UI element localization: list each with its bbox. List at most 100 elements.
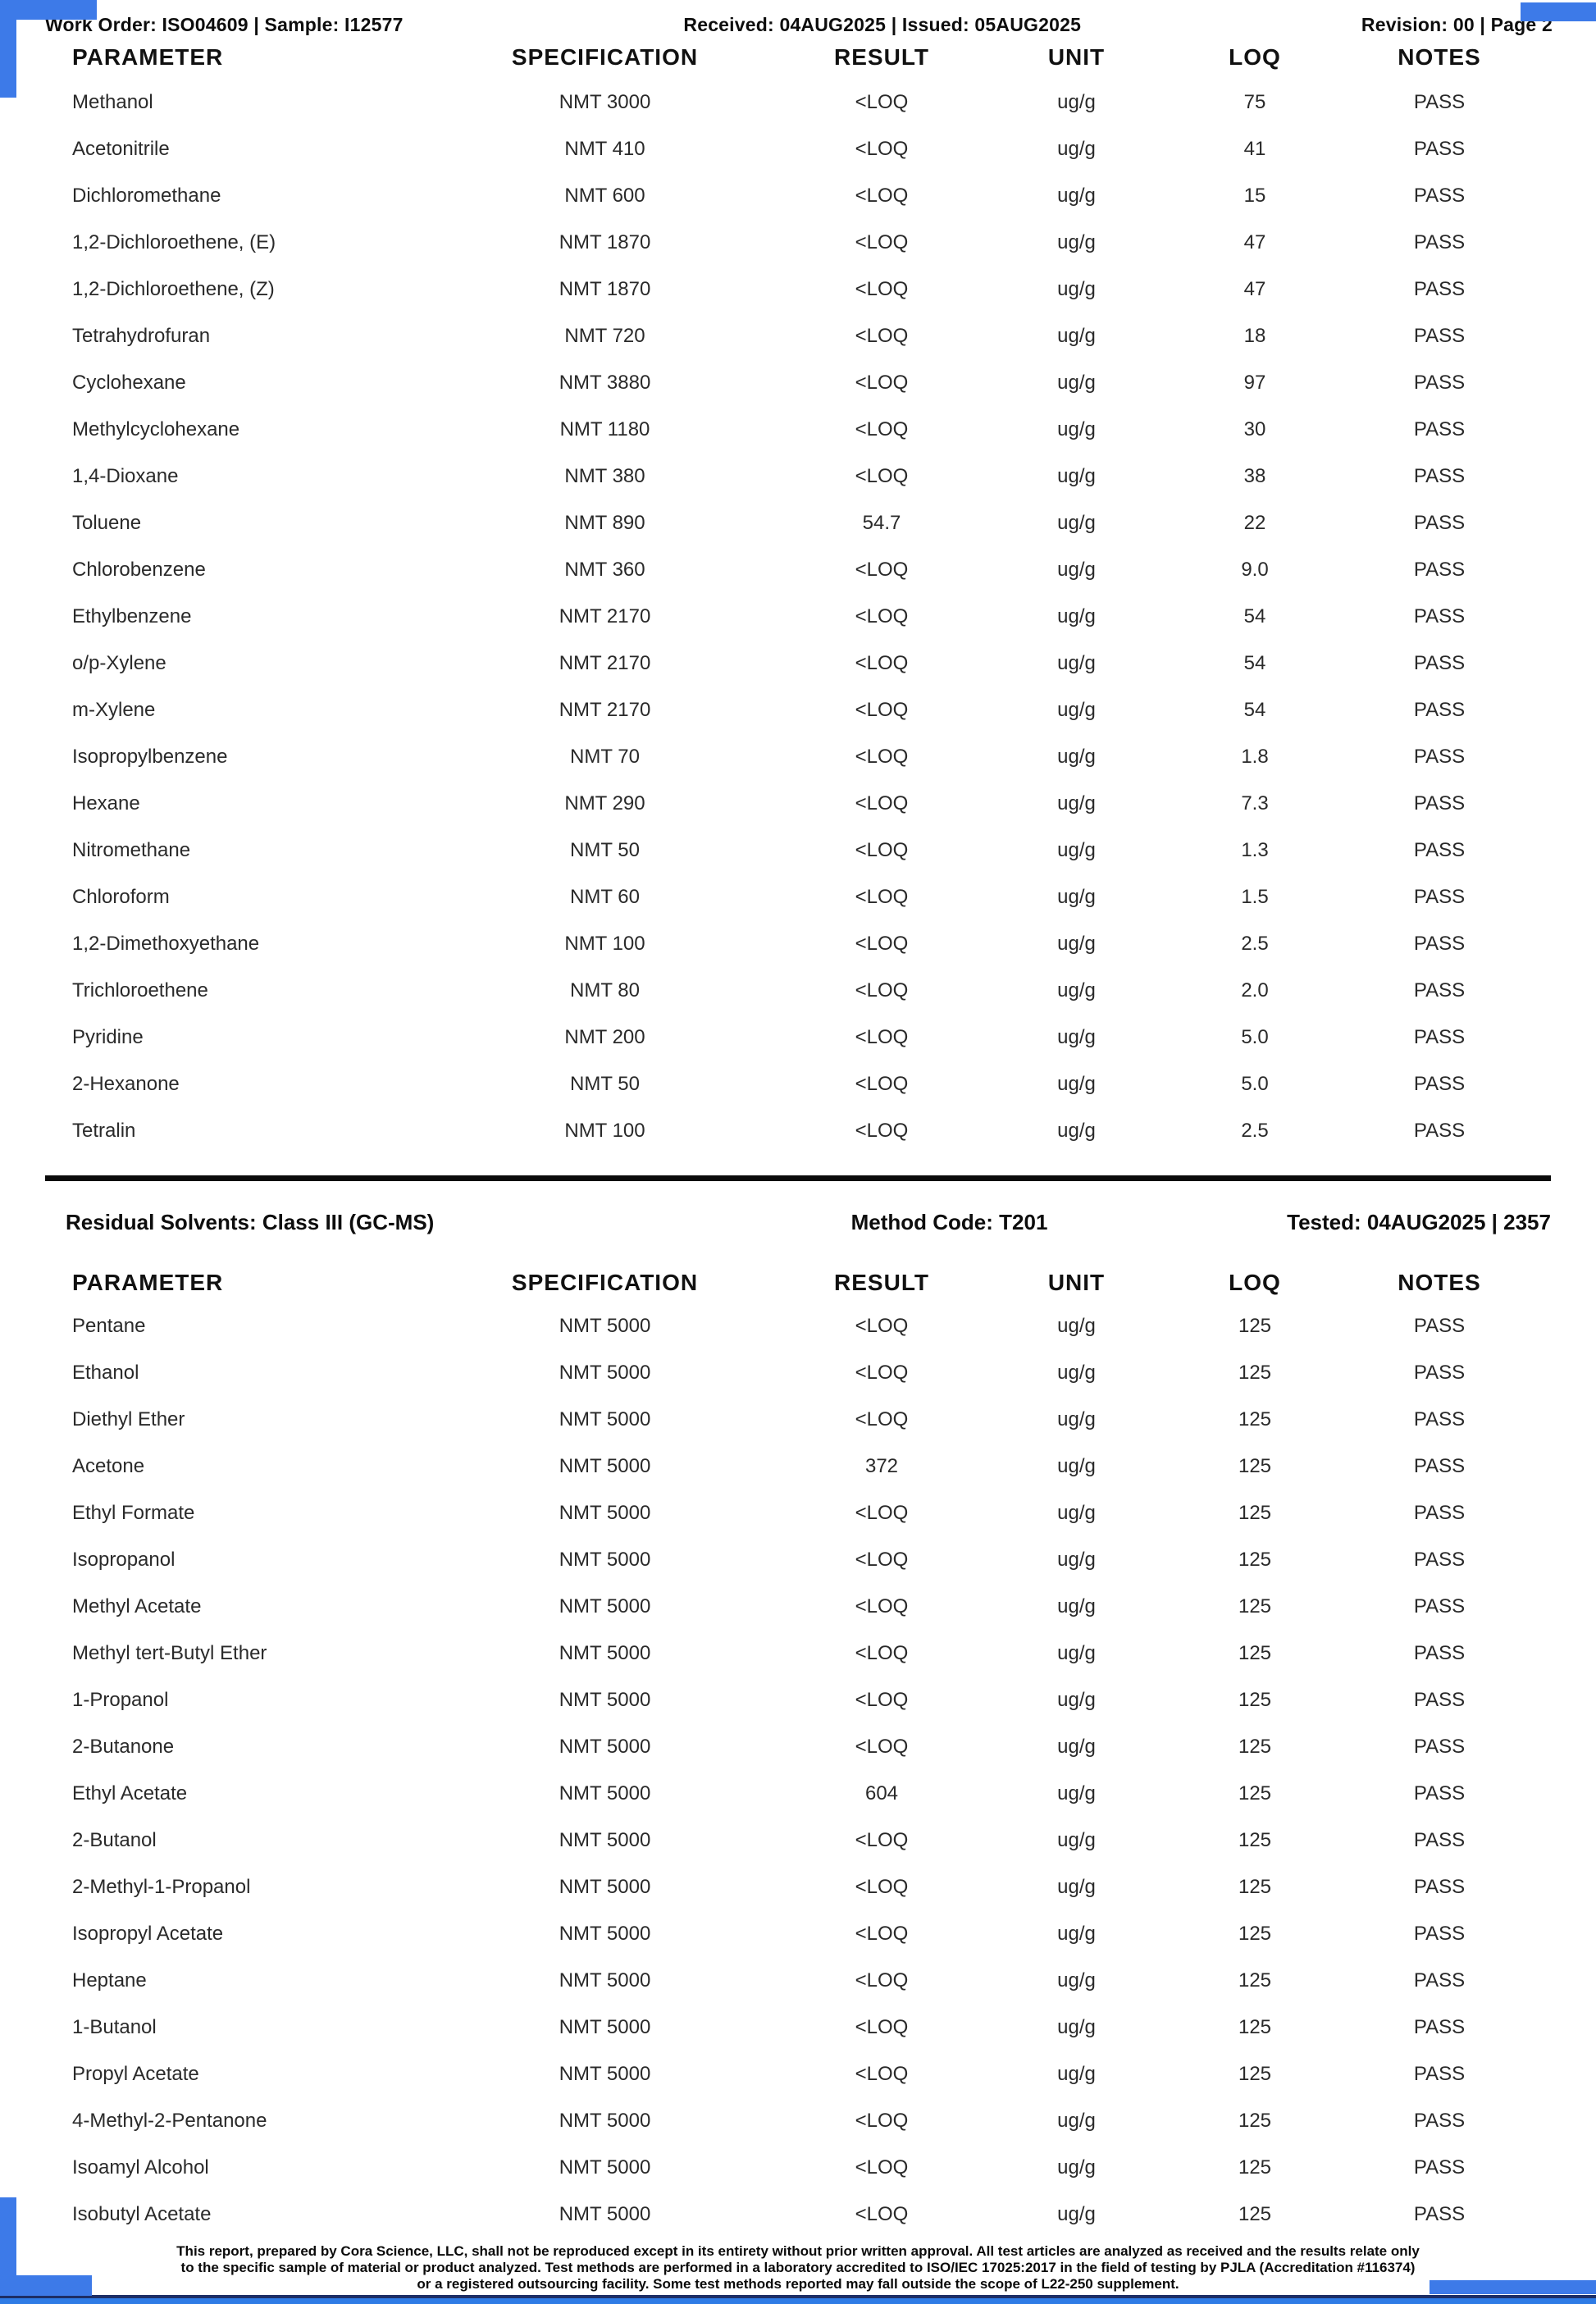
specification-cell: NMT 1870 — [559, 277, 651, 300]
result-cell: <LOQ — [855, 2202, 909, 2225]
specification-cell: NMT 5000 — [559, 1641, 651, 1664]
specification-cell: NMT 5000 — [559, 2109, 651, 2132]
table-row: 2-Hexanone NMT 50 <LOQ ug/g 5.0 PASS — [0, 1061, 1596, 1107]
parameter-cell: Pyridine — [72, 1025, 144, 1048]
table-row: m-Xylene NMT 2170 <LOQ ug/g 54 PASS — [0, 687, 1596, 733]
notes-cell: PASS — [1413, 1782, 1466, 1804]
loq-cell: 125 — [1238, 1314, 1272, 1337]
specification-cell: NMT 5000 — [559, 1688, 651, 1711]
parameter-cell: Ethyl Acetate — [72, 1782, 188, 1804]
result-cell: <LOQ — [855, 885, 909, 908]
loq-cell: 38 — [1243, 464, 1266, 487]
notes-cell: PASS — [1413, 605, 1466, 627]
notes-cell: PASS — [1413, 1875, 1466, 1898]
parameter-cell: Tetrahydrofuran — [72, 324, 211, 347]
table-row: Tetrahydrofuran NMT 720 <LOQ ug/g 18 PAS… — [0, 313, 1596, 359]
parameter-cell: Nitromethane — [72, 838, 191, 861]
footer-line: This report, prepared by Cora Science, L… — [176, 2243, 1420, 2259]
result-cell: <LOQ — [855, 558, 909, 581]
specification-cell: NMT 5000 — [559, 1314, 651, 1337]
table-row: Diethyl Ether NMT 5000 <LOQ ug/g 125 PAS… — [0, 1396, 1596, 1443]
notes-cell: PASS — [1413, 932, 1466, 955]
loq-cell: 125 — [1238, 1641, 1272, 1664]
result-cell: 604 — [864, 1782, 899, 1804]
parameter-cell: Trichloroethene — [72, 979, 208, 1001]
result-cell: <LOQ — [855, 1119, 909, 1142]
section-divider-rule — [45, 1175, 1551, 1181]
revision-page-number: Revision: 00 | Page 2 — [1361, 14, 1553, 35]
parameter-cell: 1,4-Dioxane — [72, 464, 179, 487]
column-header-unit: UNIT — [1047, 44, 1106, 70]
parameter-cell: 2-Hexanone — [72, 1072, 180, 1095]
specification-cell: NMT 720 — [564, 324, 645, 347]
unit-cell: ug/g — [1057, 698, 1096, 721]
specification-cell: NMT 5000 — [559, 1361, 651, 1384]
unit-cell: ug/g — [1057, 1548, 1096, 1571]
notes-cell: PASS — [1413, 558, 1466, 581]
loq-cell: 125 — [1238, 1875, 1272, 1898]
notes-cell: PASS — [1413, 511, 1466, 534]
loq-cell: 125 — [1238, 1595, 1272, 1617]
notes-cell: PASS — [1413, 417, 1466, 440]
table-row: Hexane NMT 290 <LOQ ug/g 7.3 PASS — [0, 780, 1596, 827]
result-cell: <LOQ — [855, 1735, 909, 1758]
result-cell: <LOQ — [855, 417, 909, 440]
table-row: Methyl tert-Butyl Ether NMT 5000 <LOQ ug… — [0, 1630, 1596, 1677]
specification-cell: NMT 5000 — [559, 1782, 651, 1804]
parameter-cell: 2-Methyl-1-Propanol — [72, 1875, 251, 1898]
result-cell: 372 — [864, 1454, 899, 1477]
result-cell: <LOQ — [855, 605, 909, 627]
table-row: Chlorobenzene NMT 360 <LOQ ug/g 9.0 PASS — [0, 546, 1596, 593]
parameter-cell: m-Xylene — [72, 698, 156, 721]
parameter-cell: Methyl tert-Butyl Ether — [72, 1641, 267, 1664]
notes-cell: PASS — [1413, 184, 1466, 207]
table-row: Acetonitrile NMT 410 <LOQ ug/g 41 PASS — [0, 125, 1596, 172]
table-row: 2-Butanol NMT 5000 <LOQ ug/g 125 PASS — [0, 1817, 1596, 1864]
unit-cell: ug/g — [1057, 511, 1096, 534]
unit-cell: ug/g — [1057, 1641, 1096, 1664]
table-row: Isopropylbenzene NMT 70 <LOQ ug/g 1.8 PA… — [0, 733, 1596, 780]
unit-cell: ug/g — [1057, 2109, 1096, 2132]
parameter-cell: Heptane — [72, 1969, 147, 1991]
loq-cell: 18 — [1243, 324, 1266, 347]
loq-cell: 125 — [1238, 1361, 1272, 1384]
result-cell: <LOQ — [855, 324, 909, 347]
table-row: Trichloroethene NMT 80 <LOQ ug/g 2.0 PAS… — [0, 967, 1596, 1014]
result-cell: <LOQ — [855, 1875, 909, 1898]
unit-cell: ug/g — [1057, 137, 1096, 160]
specification-cell: NMT 2170 — [559, 698, 651, 721]
result-cell: <LOQ — [855, 932, 909, 955]
column-header-parameter: PARAMETER — [72, 44, 224, 70]
unit-cell: ug/g — [1057, 605, 1096, 627]
parameter-cell: Tetralin — [72, 1119, 136, 1142]
unit-cell: ug/g — [1057, 651, 1096, 674]
notes-cell: PASS — [1413, 371, 1466, 394]
unit-cell: ug/g — [1057, 2202, 1096, 2225]
specification-cell: NMT 600 — [564, 184, 645, 207]
specification-cell: NMT 5000 — [559, 1969, 651, 1991]
unit-cell: ug/g — [1057, 1922, 1096, 1945]
parameter-cell: Isobutyl Acetate — [72, 2202, 212, 2225]
table-row: Ethanol NMT 5000 <LOQ ug/g 125 PASS — [0, 1349, 1596, 1396]
specification-cell: NMT 50 — [570, 1072, 640, 1095]
table-row: Propyl Acetate NMT 5000 <LOQ ug/g 125 PA… — [0, 2051, 1596, 2097]
parameter-cell: Methylcyclohexane — [72, 417, 240, 440]
unit-cell: ug/g — [1057, 184, 1096, 207]
notes-cell: PASS — [1413, 698, 1466, 721]
result-cell: <LOQ — [855, 2015, 909, 2038]
specification-cell: NMT 60 — [570, 885, 640, 908]
table-row: 4-Methyl-2-Pentanone NMT 5000 <LOQ ug/g … — [0, 2097, 1596, 2144]
page-meta-header: Work Order: ISO04609 | Sample: I12577 Re… — [0, 0, 1596, 36]
unit-cell: ug/g — [1057, 792, 1096, 814]
column-header-notes: NOTES — [1398, 1270, 1481, 1295]
table-row: 2-Butanone NMT 5000 <LOQ ug/g 125 PASS — [0, 1723, 1596, 1770]
notes-cell: PASS — [1413, 838, 1466, 861]
parameter-cell: 1,2-Dimethoxyethane — [72, 932, 260, 955]
notes-cell: PASS — [1413, 1969, 1466, 1991]
table-row: Ethyl Formate NMT 5000 <LOQ ug/g 125 PAS… — [0, 1490, 1596, 1536]
table-row: Toluene NMT 890 54.7 ug/g 22 PASS — [0, 500, 1596, 546]
loq-cell: 5.0 — [1241, 1072, 1269, 1095]
table-row: Isopropyl Acetate NMT 5000 <LOQ ug/g 125… — [0, 1910, 1596, 1957]
loq-cell: 125 — [1238, 1407, 1272, 1430]
corner-accent-top-right — [1521, 2, 1596, 21]
